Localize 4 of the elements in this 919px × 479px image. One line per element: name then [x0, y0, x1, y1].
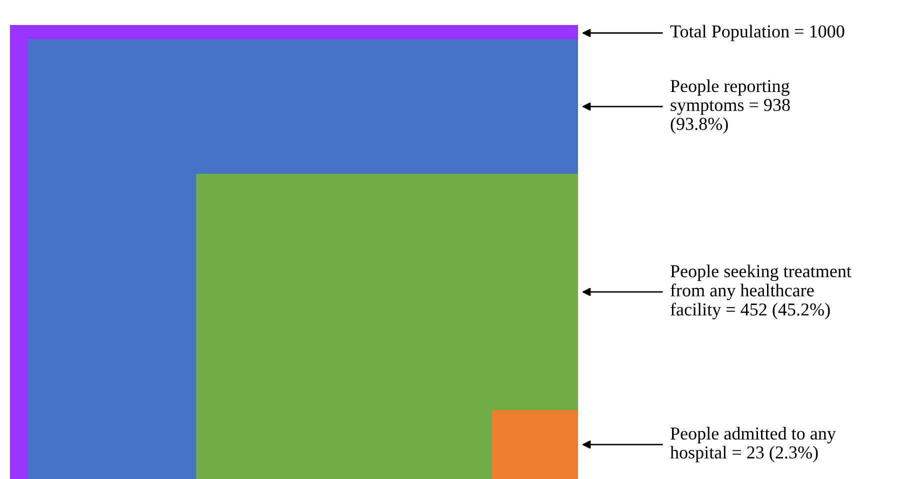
- data-label: Total Population = 1000: [670, 24, 844, 42]
- data-label: People reporting symptoms = 938 (93.8%): [670, 79, 790, 134]
- data-label: People admitted to any hospital = 23 (2.3%): [670, 426, 836, 462]
- data-label: People seeking treatment from any healthcare facility = 452 (45.2%): [670, 264, 852, 320]
